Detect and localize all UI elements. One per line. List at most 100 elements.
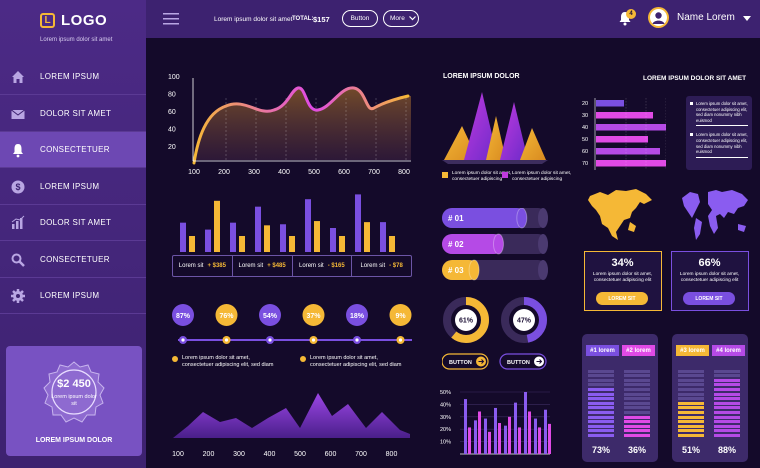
y-tick-label: 50% [440, 390, 451, 396]
pyramid-legend: Lorem ipsum dolor sit amet, consectetuer … [442, 171, 602, 191]
grouped-bar-chart [180, 194, 395, 252]
bar [189, 236, 195, 252]
world-map [682, 190, 748, 240]
bar [544, 409, 547, 454]
cylinder-fill-cap [468, 259, 480, 281]
total-value: $157 [313, 15, 330, 24]
level-segment [714, 406, 740, 410]
more-dropdown[interactable]: More [383, 10, 419, 27]
map-card-button[interactable]: LOREM SIT [683, 292, 735, 305]
level-segment [624, 411, 650, 414]
donut-button-label: BUTTON [449, 360, 472, 366]
note-text: Lorem ipsum dolor sit amet, consectetuer… [696, 132, 748, 155]
bar [596, 148, 660, 155]
area-line-chart: 100 80 60 40 20 100 200 300 400 500 600 700 800 [168, 74, 411, 176]
stat-label: Lorem sit [299, 263, 324, 269]
x-tick-label: 300 [248, 169, 260, 176]
level-segment [624, 420, 650, 424]
level-segment [588, 397, 614, 401]
note-dot [300, 356, 306, 362]
bar [214, 200, 220, 252]
percent-label: 87% [176, 313, 191, 320]
level-segment [714, 420, 740, 424]
percent-bubble [172, 304, 194, 326]
map-card-button[interactable]: LOREM SIT [596, 292, 648, 305]
y-tick-label: 100 [168, 74, 180, 81]
donut-button[interactable] [499, 353, 547, 370]
pyramid-title: LOREM IPSUM DOLOR [443, 73, 520, 80]
level-segment [714, 392, 740, 396]
level-segment [624, 424, 650, 428]
level-tag: #3 lorem [676, 345, 709, 356]
bar [488, 431, 491, 454]
level-segment [624, 415, 650, 419]
level-segment [588, 434, 614, 437]
level-segment [714, 388, 740, 391]
stat-value: + $385 [207, 263, 226, 269]
x-tick-label: 100 [172, 451, 184, 458]
mountain-area-chart: 100 200 300 400 500 600 700 800 [172, 393, 410, 458]
level-segment [624, 429, 650, 433]
stat-cell: Lorem sit - $78 [352, 256, 411, 276]
stat-label: Lorem sit [360, 263, 386, 269]
bar [548, 423, 551, 454]
arrow-glyph [478, 359, 485, 364]
level-percent: 88% [717, 445, 736, 455]
level-segment [678, 429, 704, 433]
level-segment [624, 369, 650, 373]
stat-label: Lorem sit [238, 263, 264, 269]
x-tick-label: 200 [218, 169, 230, 176]
y-tick-label: 20 [168, 144, 176, 151]
bar [504, 425, 507, 454]
map-card-percent: 66% [698, 257, 721, 269]
cylinder-label: # 02 [448, 240, 464, 249]
level-segment [678, 383, 704, 387]
donut-value: 47% [517, 318, 532, 325]
level-segment [588, 374, 614, 378]
hbar-notes-card: Lorem ipsum dolor sit amet, consectetuer… [686, 96, 752, 170]
percent-bubble [346, 304, 368, 326]
sidebar-item-7[interactable]: LOREM IPSUM [0, 278, 146, 314]
sidebar-item-5[interactable]: DOLOR SIT AMET [0, 205, 146, 241]
percent-label: 9% [395, 313, 406, 320]
hamburger-menu-icon[interactable] [163, 13, 179, 25]
y-tick-label: 50 [582, 137, 588, 143]
sidebar-item-2[interactable]: DOLOR SIT AMET [0, 96, 146, 132]
percent-label: 76% [219, 313, 234, 320]
level-tag: #1 lorem [586, 345, 619, 356]
x-tick-label: 800 [386, 451, 398, 458]
cylinder-label: # 03 [448, 266, 464, 275]
total-label: TOTAL: [292, 16, 314, 22]
svg-text:$: $ [15, 182, 20, 192]
promo-card[interactable]: $2 450 Lorem ipsum dolor sit LOREM IPSUM… [6, 346, 142, 456]
level-segment [588, 388, 614, 391]
sidebar-item-6[interactable]: CONSECTETUER [0, 242, 146, 278]
sidebar-item-4[interactable]: $ LOREM IPSUM [0, 169, 146, 205]
user-menu-caret-icon[interactable] [743, 16, 751, 21]
avatar[interactable] [648, 7, 669, 28]
donut-button[interactable] [442, 353, 489, 370]
timeline-notes: Lorem ipsum dolor sit amet, consectetuer … [172, 355, 422, 375]
cylinder-fill-cap [516, 208, 528, 229]
bar-chart-icon [11, 215, 25, 229]
donut-arc [443, 297, 489, 343]
header-button[interactable]: Button [342, 10, 378, 27]
bar [305, 199, 311, 252]
stat-cell: Lorem sit + $385 [173, 256, 233, 276]
level-segment [588, 401, 614, 405]
bar [474, 420, 477, 454]
sidebar-item-3[interactable]: CONSECTETUER [0, 132, 146, 168]
promo-label: LOREM IPSUM DOLOR [35, 437, 113, 444]
cylinder-chart: # 01 # 02 # 03 [442, 208, 548, 281]
level-segment [588, 415, 614, 419]
stat-cell: Lorem sit + $485 [233, 256, 293, 276]
level-segment [678, 401, 704, 405]
sidebar-item-label: DOLOR SIT AMET [40, 218, 112, 227]
bar [534, 418, 537, 454]
sidebar-item-1[interactable]: LOREM IPSUM [0, 59, 146, 95]
level-segment [624, 392, 650, 396]
bar [280, 224, 286, 252]
cylinder-fill [442, 234, 504, 254]
user-name[interactable]: Name Lorem [677, 12, 735, 23]
bar [528, 411, 531, 454]
